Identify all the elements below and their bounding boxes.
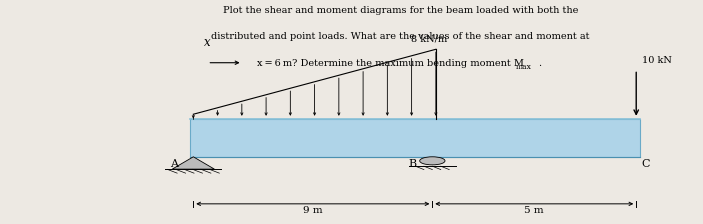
Text: A: A [170,159,178,169]
Text: 9 m: 9 m [303,206,323,215]
Text: 5 m: 5 m [524,206,544,215]
Text: distributed and point loads. What are the values of the shear and moment at: distributed and point loads. What are th… [212,32,590,41]
Text: x: x [204,36,211,49]
Text: x = 6 m? Determine the maximum bending moment M: x = 6 m? Determine the maximum bending m… [257,59,524,68]
Bar [190,119,640,157]
Circle shape [420,157,445,165]
Text: max: max [515,63,531,71]
Text: .: . [538,59,541,68]
Text: Plot the shear and moment diagrams for the beam loaded with both the: Plot the shear and moment diagrams for t… [223,6,579,15]
Text: 8 kN/m: 8 kN/m [411,35,447,44]
Text: B: B [408,159,417,169]
Text: 10 kN: 10 kN [642,56,671,65]
Polygon shape [172,157,214,169]
Text: C: C [642,159,650,169]
